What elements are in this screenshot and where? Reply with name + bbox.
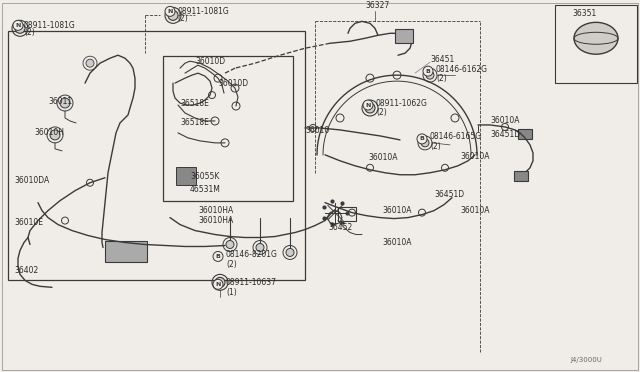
Text: N: N [215,282,221,287]
Text: B: B [426,69,431,74]
Text: 08911-1081G: 08911-1081G [24,21,76,30]
Bar [518,129,532,139]
Text: 36010D: 36010D [218,78,248,88]
Text: 36010A: 36010A [382,206,412,215]
Text: 36010A: 36010A [368,153,397,162]
Text: 08146-6162G: 08146-6162G [436,65,488,74]
Text: 36010H: 36010H [34,128,64,137]
Text: 08146-6165G: 08146-6165G [430,132,482,141]
Text: (2): (2) [430,142,441,151]
Text: 36351: 36351 [572,9,596,18]
Text: 36010A: 36010A [490,116,520,125]
Text: 08911-10637: 08911-10637 [226,278,277,287]
Text: 36055K: 36055K [190,172,220,181]
Text: 36518E: 36518E [180,99,209,108]
Circle shape [13,20,23,30]
Circle shape [417,134,427,144]
Text: 36327: 36327 [365,1,389,10]
Text: 36451D: 36451D [434,190,464,199]
Text: 08146-8201G: 08146-8201G [226,250,278,259]
Text: J4/3000U: J4/3000U [570,357,602,363]
Text: 36451D: 36451D [490,131,520,140]
Text: (1): (1) [226,288,237,297]
Text: B: B [420,137,424,141]
Text: 36402: 36402 [14,266,38,275]
Bar [176,167,196,185]
Circle shape [426,71,434,79]
Text: 08911-1081G: 08911-1081G [177,7,228,16]
Text: 36452: 36452 [328,223,352,232]
Text: 36010HA: 36010HA [198,216,233,225]
Text: 36010D: 36010D [195,57,225,66]
Text: (2): (2) [436,74,447,83]
Circle shape [421,139,429,147]
Text: 36010E: 36010E [14,218,43,227]
Circle shape [286,248,294,256]
Text: 36010DA: 36010DA [14,176,49,185]
Circle shape [15,23,25,33]
Text: 36010A: 36010A [460,152,490,161]
Text: (2): (2) [226,260,237,269]
Circle shape [226,241,234,248]
Circle shape [165,6,175,16]
Circle shape [213,251,223,262]
Circle shape [363,100,373,110]
Bar [395,29,413,43]
Text: N: N [365,103,371,108]
Text: 36010HA: 36010HA [198,206,233,215]
Text: (2): (2) [177,14,188,23]
Text: 46531M: 46531M [190,185,221,194]
Circle shape [60,98,70,108]
Text: 36518E: 36518E [180,118,209,128]
Text: 08911-1062G: 08911-1062G [376,99,428,108]
Bar [105,241,147,262]
Text: 36011: 36011 [48,97,72,106]
Circle shape [50,130,60,140]
Circle shape [86,59,94,67]
Circle shape [213,279,223,289]
Text: N: N [167,9,173,14]
Ellipse shape [574,22,618,54]
Circle shape [256,244,264,251]
Circle shape [168,10,178,20]
Text: N: N [15,23,20,28]
Bar [514,171,528,181]
Bar [555,6,637,83]
Text: 36010A: 36010A [460,206,490,215]
Text: 36010: 36010 [305,126,329,135]
Circle shape [365,103,375,113]
Bar [8,31,305,280]
Bar [338,206,356,221]
Bar [163,56,293,201]
Text: (2): (2) [376,109,387,118]
Circle shape [215,278,225,287]
Text: 36451: 36451 [430,55,454,64]
Text: (2): (2) [24,28,35,37]
Text: 36010A: 36010A [382,238,412,247]
Text: B: B [216,254,220,259]
Circle shape [423,66,433,76]
